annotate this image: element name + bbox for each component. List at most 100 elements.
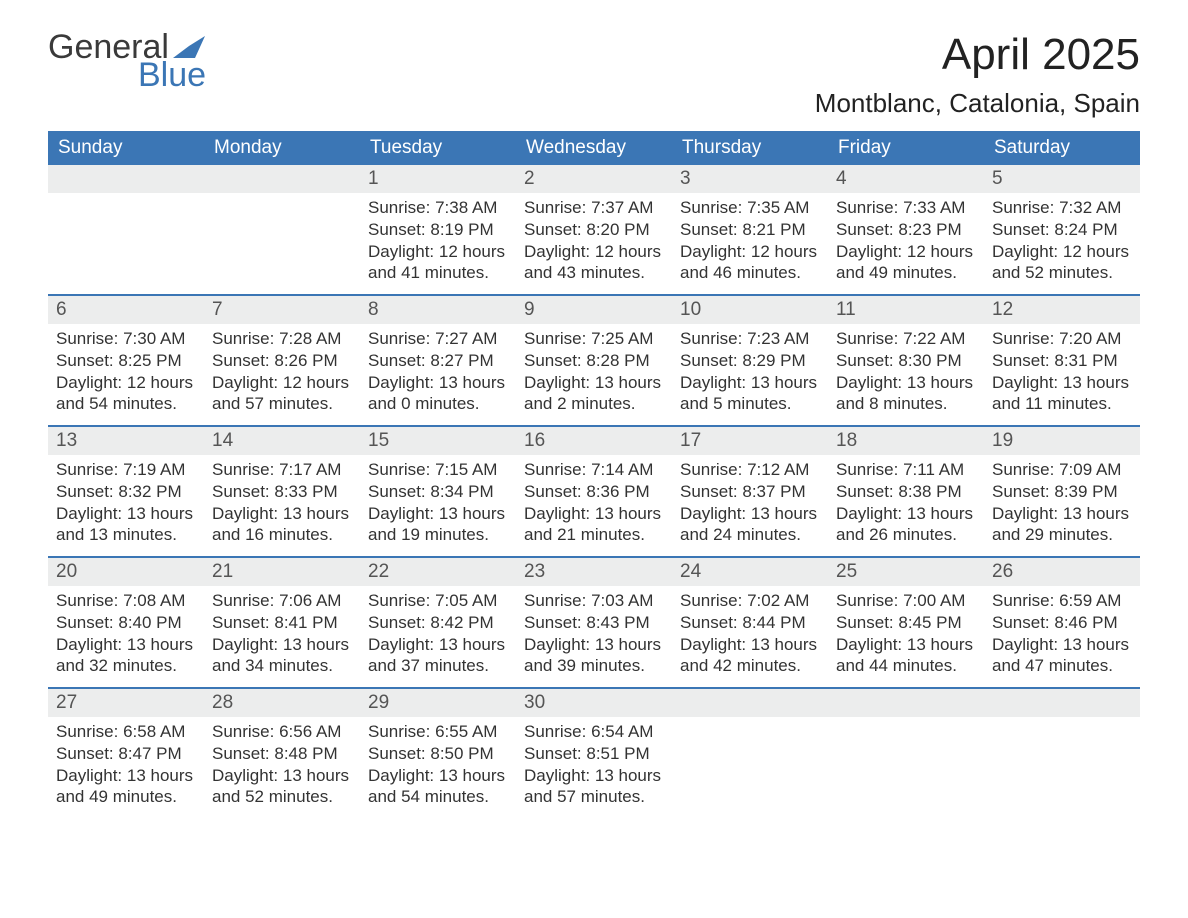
day-cell: Sunrise: 7:12 AMSunset: 8:37 PMDaylight:… (672, 455, 828, 556)
daylight-line1: Daylight: 13 hours (56, 634, 196, 656)
sunset-line: Sunset: 8:28 PM (524, 350, 664, 372)
day-cell: Sunrise: 7:19 AMSunset: 8:32 PMDaylight:… (48, 455, 204, 556)
sunset-line: Sunset: 8:24 PM (992, 219, 1132, 241)
day-number: 1 (360, 165, 516, 193)
daylight-line2: and 43 minutes. (524, 262, 664, 284)
sunset-line: Sunset: 8:20 PM (524, 219, 664, 241)
daylight-line1: Daylight: 13 hours (524, 634, 664, 656)
day-number (672, 689, 828, 717)
daylight-line1: Daylight: 12 hours (524, 241, 664, 263)
sunset-line: Sunset: 8:47 PM (56, 743, 196, 765)
daylight-line2: and 11 minutes. (992, 393, 1132, 415)
day-cell: Sunrise: 7:08 AMSunset: 8:40 PMDaylight:… (48, 586, 204, 687)
daylight-line1: Daylight: 13 hours (56, 765, 196, 787)
day-cell: Sunrise: 7:32 AMSunset: 8:24 PMDaylight:… (984, 193, 1140, 294)
daylight-line2: and 13 minutes. (56, 524, 196, 546)
daylight-line1: Daylight: 13 hours (368, 765, 508, 787)
sunrise-line: Sunrise: 7:12 AM (680, 459, 820, 481)
daylight-line1: Daylight: 12 hours (680, 241, 820, 263)
sunset-line: Sunset: 8:34 PM (368, 481, 508, 503)
day-cell: Sunrise: 7:27 AMSunset: 8:27 PMDaylight:… (360, 324, 516, 425)
day-cell (984, 717, 1140, 818)
daylight-line1: Daylight: 12 hours (56, 372, 196, 394)
sunrise-line: Sunrise: 7:05 AM (368, 590, 508, 612)
sunrise-line: Sunrise: 7:02 AM (680, 590, 820, 612)
sunrise-line: Sunrise: 7:35 AM (680, 197, 820, 219)
daylight-line1: Daylight: 12 hours (212, 372, 352, 394)
sunset-line: Sunset: 8:50 PM (368, 743, 508, 765)
sunrise-line: Sunrise: 6:56 AM (212, 721, 352, 743)
logo: General Blue (48, 30, 206, 92)
daylight-line2: and 5 minutes. (680, 393, 820, 415)
day-cell: Sunrise: 7:28 AMSunset: 8:26 PMDaylight:… (204, 324, 360, 425)
daynum-row: 20212223242526 (48, 558, 1140, 586)
daylight-line2: and 34 minutes. (212, 655, 352, 677)
daylight-line2: and 46 minutes. (680, 262, 820, 284)
day-number: 24 (672, 558, 828, 586)
dayhead-saturday: Saturday (984, 131, 1140, 165)
day-cell (204, 193, 360, 294)
sunset-line: Sunset: 8:27 PM (368, 350, 508, 372)
daylight-line1: Daylight: 13 hours (680, 503, 820, 525)
daylight-line2: and 21 minutes. (524, 524, 664, 546)
sunrise-line: Sunrise: 7:25 AM (524, 328, 664, 350)
sunset-line: Sunset: 8:37 PM (680, 481, 820, 503)
sunset-line: Sunset: 8:48 PM (212, 743, 352, 765)
sunset-line: Sunset: 8:43 PM (524, 612, 664, 634)
day-cell: Sunrise: 6:59 AMSunset: 8:46 PMDaylight:… (984, 586, 1140, 687)
sunrise-line: Sunrise: 6:59 AM (992, 590, 1132, 612)
sunset-line: Sunset: 8:21 PM (680, 219, 820, 241)
daylight-line1: Daylight: 13 hours (680, 634, 820, 656)
sunrise-line: Sunrise: 7:32 AM (992, 197, 1132, 219)
week-row: 12345Sunrise: 7:38 AMSunset: 8:19 PMDayl… (48, 165, 1140, 294)
daylight-line1: Daylight: 12 hours (368, 241, 508, 263)
sunrise-line: Sunrise: 7:08 AM (56, 590, 196, 612)
daylight-line2: and 54 minutes. (56, 393, 196, 415)
daylight-line2: and 37 minutes. (368, 655, 508, 677)
sunrise-line: Sunrise: 7:22 AM (836, 328, 976, 350)
sunrise-line: Sunrise: 7:00 AM (836, 590, 976, 612)
sunset-line: Sunset: 8:38 PM (836, 481, 976, 503)
day-number (48, 165, 204, 193)
daylight-line2: and 49 minutes. (56, 786, 196, 808)
day-cell: Sunrise: 7:00 AMSunset: 8:45 PMDaylight:… (828, 586, 984, 687)
day-cell: Sunrise: 6:58 AMSunset: 8:47 PMDaylight:… (48, 717, 204, 818)
sunset-line: Sunset: 8:39 PM (992, 481, 1132, 503)
day-number: 30 (516, 689, 672, 717)
day-number: 7 (204, 296, 360, 324)
day-number: 16 (516, 427, 672, 455)
daylight-line2: and 0 minutes. (368, 393, 508, 415)
day-number (984, 689, 1140, 717)
day-number: 13 (48, 427, 204, 455)
day-cell: Sunrise: 7:37 AMSunset: 8:20 PMDaylight:… (516, 193, 672, 294)
sunrise-line: Sunrise: 6:54 AM (524, 721, 664, 743)
day-number: 3 (672, 165, 828, 193)
sunset-line: Sunset: 8:40 PM (56, 612, 196, 634)
daylight-line1: Daylight: 13 hours (368, 503, 508, 525)
daylight-line2: and 52 minutes. (992, 262, 1132, 284)
day-cell: Sunrise: 7:25 AMSunset: 8:28 PMDaylight:… (516, 324, 672, 425)
daylight-line2: and 57 minutes. (524, 786, 664, 808)
sunset-line: Sunset: 8:26 PM (212, 350, 352, 372)
sunset-line: Sunset: 8:30 PM (836, 350, 976, 372)
sunset-line: Sunset: 8:45 PM (836, 612, 976, 634)
day-cell: Sunrise: 7:33 AMSunset: 8:23 PMDaylight:… (828, 193, 984, 294)
daylight-line1: Daylight: 13 hours (992, 372, 1132, 394)
dayhead-tuesday: Tuesday (360, 131, 516, 165)
daylight-line1: Daylight: 13 hours (212, 765, 352, 787)
day-number (828, 689, 984, 717)
daylight-line1: Daylight: 13 hours (212, 503, 352, 525)
day-number: 18 (828, 427, 984, 455)
daylight-line2: and 41 minutes. (368, 262, 508, 284)
daylight-line2: and 16 minutes. (212, 524, 352, 546)
day-cell: Sunrise: 7:06 AMSunset: 8:41 PMDaylight:… (204, 586, 360, 687)
header: General Blue April 2025 Montblanc, Catal… (48, 30, 1140, 119)
dayhead-wednesday: Wednesday (516, 131, 672, 165)
day-number: 5 (984, 165, 1140, 193)
daylight-line1: Daylight: 13 hours (212, 634, 352, 656)
daynum-row: 13141516171819 (48, 427, 1140, 455)
day-number: 21 (204, 558, 360, 586)
daylight-line2: and 26 minutes. (836, 524, 976, 546)
daylight-line2: and 32 minutes. (56, 655, 196, 677)
sunrise-line: Sunrise: 7:11 AM (836, 459, 976, 481)
